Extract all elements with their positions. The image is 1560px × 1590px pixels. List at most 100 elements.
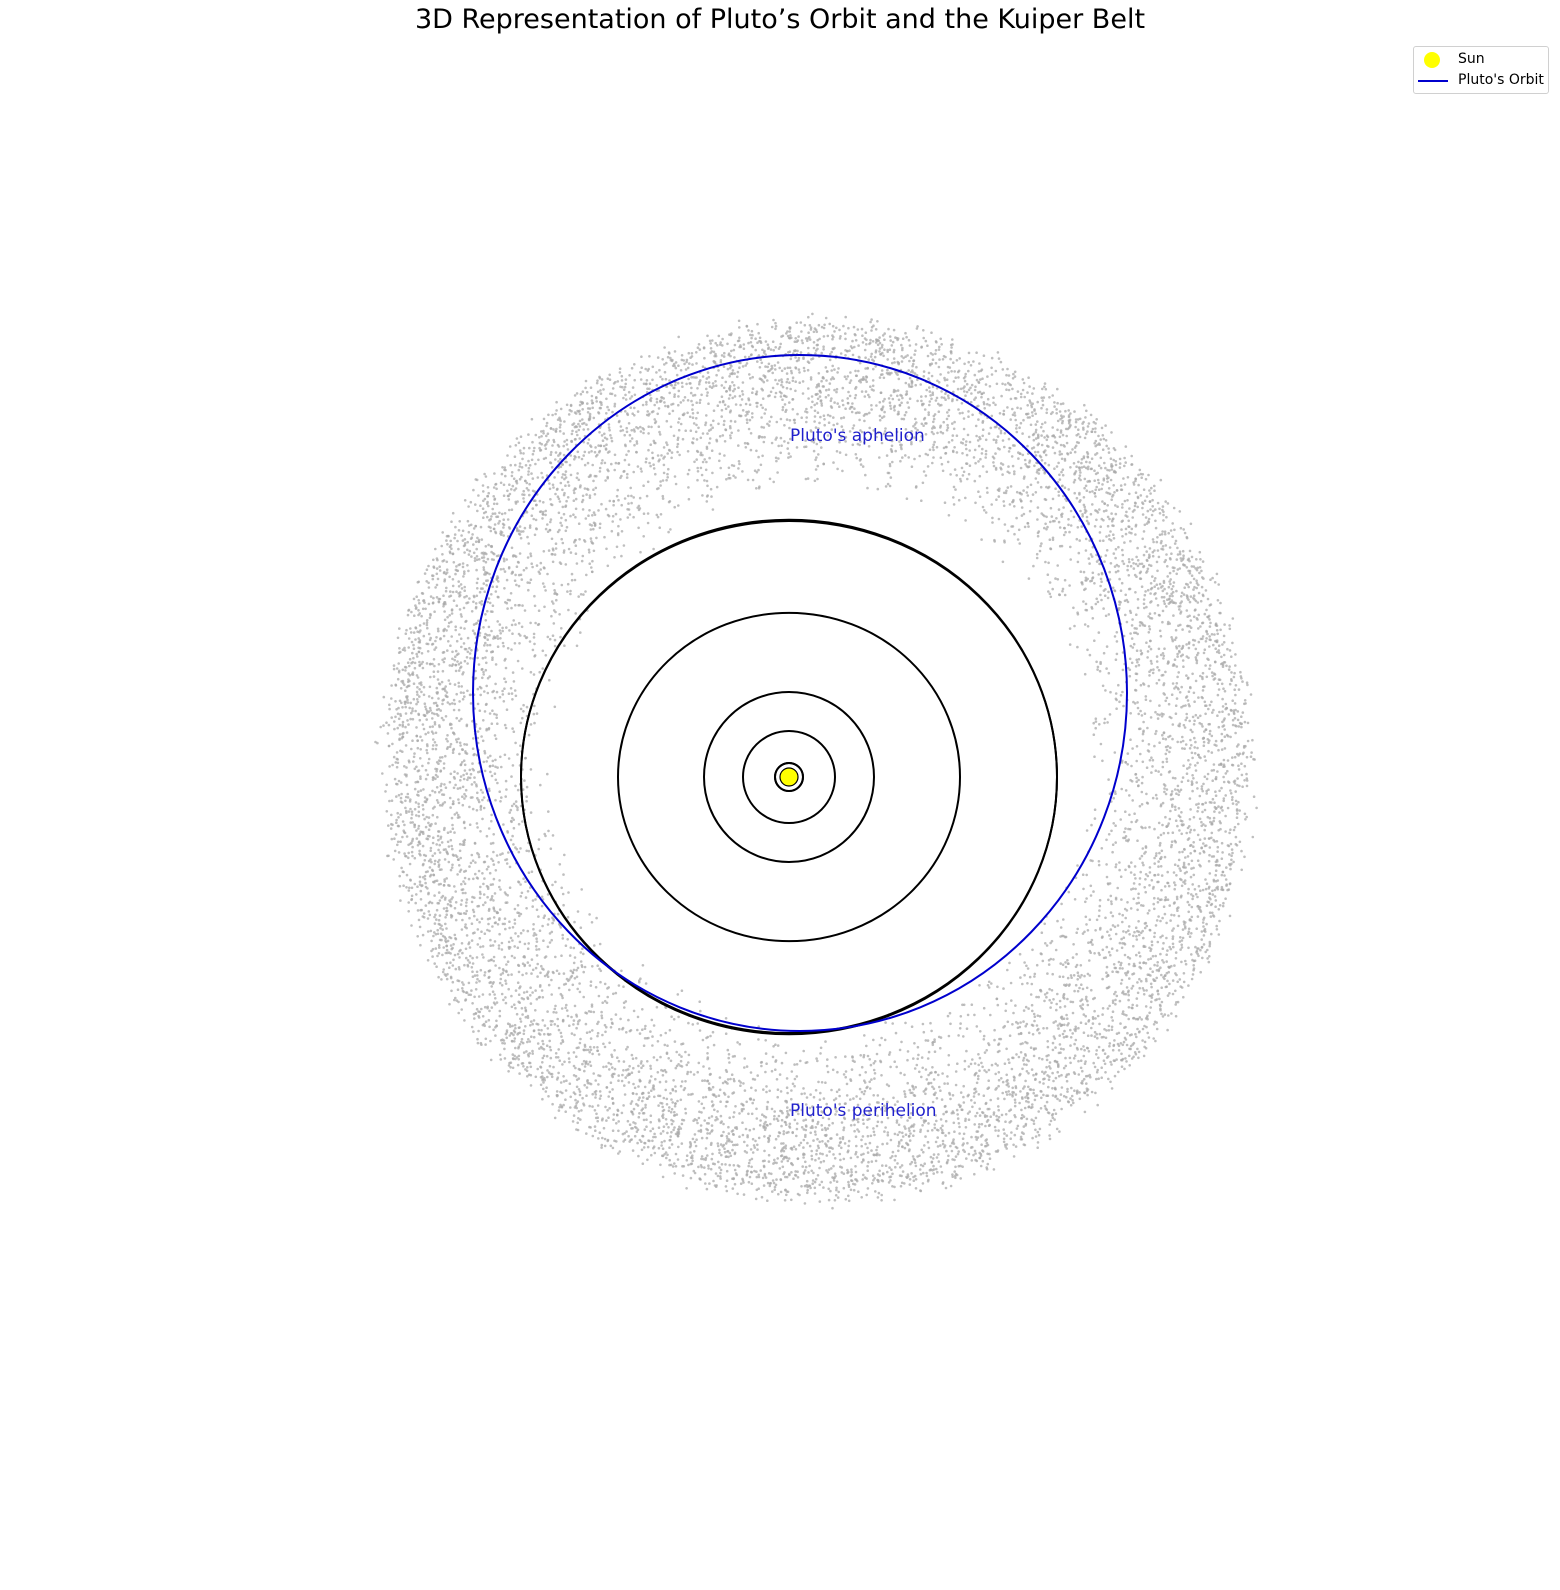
kuiper-belt-point (1123, 456, 1126, 460)
kuiper-belt-point (572, 499, 576, 503)
kuiper-belt-point (1149, 982, 1153, 986)
kuiper-belt-point (962, 470, 966, 474)
kuiper-belt-point (699, 398, 702, 402)
kuiper-belt-point (893, 1198, 896, 1202)
kuiper-belt-point (818, 1098, 822, 1101)
kuiper-belt-point (818, 421, 821, 425)
kuiper-belt-point (421, 876, 425, 879)
kuiper-belt-point (785, 1175, 789, 1179)
kuiper-belt-point (1187, 984, 1190, 987)
kuiper-belt-point (484, 475, 488, 478)
kuiper-belt-point (1165, 760, 1169, 763)
kuiper-belt-point (550, 466, 554, 469)
kuiper-belt-point (951, 434, 955, 437)
kuiper-belt-point (1158, 629, 1162, 633)
kuiper-belt-point (985, 1120, 989, 1123)
kuiper-belt-point (621, 1073, 624, 1077)
kuiper-belt-point (668, 1146, 671, 1149)
kuiper-belt-point (743, 1089, 747, 1092)
kuiper-belt-point (1154, 854, 1158, 858)
kuiper-belt-point (1108, 934, 1111, 937)
kuiper-belt-point (1160, 973, 1163, 977)
kuiper-belt-point (1091, 571, 1095, 575)
kuiper-belt-point (1191, 973, 1195, 976)
kuiper-belt-point (511, 1053, 515, 1056)
kuiper-belt-point (1034, 1135, 1038, 1138)
kuiper-belt-point (1106, 480, 1109, 484)
kuiper-belt-point (812, 449, 816, 453)
kuiper-belt-point (777, 457, 780, 460)
kuiper-belt-point (404, 705, 408, 709)
kuiper-belt-point (576, 409, 579, 413)
kuiper-belt-point (764, 353, 767, 356)
kuiper-belt-point (799, 321, 803, 324)
kuiper-belt-point (1181, 628, 1184, 631)
kuiper-belt-point (427, 821, 430, 825)
kuiper-belt-point (786, 1109, 789, 1113)
kuiper-belt-point (396, 712, 400, 716)
kuiper-belt-point (1195, 586, 1198, 590)
kuiper-belt-point (1205, 629, 1208, 633)
kuiper-belt-point (461, 951, 464, 955)
kuiper-belt-point (591, 1092, 594, 1096)
kuiper-belt-point (709, 487, 713, 491)
kuiper-belt-point (443, 783, 446, 786)
kuiper-belt-point (421, 813, 425, 817)
kuiper-belt-point (492, 502, 496, 506)
kuiper-belt-point (1015, 516, 1018, 520)
kuiper-belt-point (1203, 612, 1207, 616)
kuiper-belt-point (396, 761, 400, 765)
kuiper-belt-point (745, 1065, 749, 1068)
kuiper-belt-point (939, 1118, 943, 1121)
kuiper-belt-point (883, 1038, 887, 1042)
kuiper-belt-point (637, 1154, 640, 1158)
kuiper-belt-point (435, 712, 439, 716)
kuiper-belt-point (584, 386, 587, 390)
kuiper-belt-point (1068, 627, 1072, 630)
kuiper-belt-point (883, 338, 886, 342)
kuiper-belt-point (1103, 1028, 1106, 1031)
kuiper-belt-point (407, 851, 411, 855)
kuiper-belt-point (435, 965, 438, 968)
kuiper-belt-point (739, 1084, 742, 1087)
kuiper-belt-point (982, 402, 986, 406)
kuiper-belt-point (1050, 939, 1054, 943)
kuiper-belt-point (603, 535, 606, 539)
kuiper-belt-point (767, 362, 771, 366)
kuiper-belt-point (658, 430, 661, 434)
kuiper-belt-point (568, 1024, 571, 1027)
kuiper-belt-point (1051, 1048, 1055, 1052)
kuiper-belt-point (1202, 782, 1205, 786)
kuiper-belt-point (1143, 1024, 1146, 1028)
kuiper-belt-point (1018, 1101, 1021, 1105)
kuiper-belt-point (503, 955, 507, 959)
kuiper-belt-point (874, 1109, 877, 1113)
kuiper-belt-point (1112, 458, 1115, 462)
kuiper-belt-point (723, 403, 727, 407)
kuiper-belt-point (870, 1149, 873, 1152)
kuiper-belt-point (566, 1014, 570, 1018)
kuiper-belt-point (774, 346, 777, 349)
kuiper-belt-point (785, 332, 788, 335)
kuiper-belt-point (1134, 877, 1137, 880)
kuiper-belt-point (553, 553, 557, 556)
kuiper-belt-point (1059, 1047, 1063, 1051)
kuiper-belt-point (1138, 804, 1142, 808)
kuiper-belt-point (692, 422, 696, 425)
kuiper-belt-point (691, 1023, 695, 1026)
kuiper-belt-point (693, 1133, 697, 1136)
kuiper-belt-point (1116, 505, 1119, 509)
kuiper-belt-point (529, 1024, 532, 1027)
kuiper-belt-point (737, 429, 740, 432)
kuiper-belt-point (828, 1150, 831, 1153)
kuiper-belt-point (728, 366, 732, 370)
kuiper-belt-point (885, 1142, 889, 1145)
kuiper-belt-point (442, 660, 446, 664)
kuiper-belt-point (568, 954, 572, 957)
kuiper-belt-point (745, 362, 749, 365)
kuiper-belt-point (1149, 492, 1152, 495)
kuiper-belt-point (810, 1157, 814, 1161)
kuiper-belt-point (498, 908, 502, 911)
kuiper-belt-point (573, 425, 577, 429)
kuiper-belt-point (1119, 484, 1123, 487)
